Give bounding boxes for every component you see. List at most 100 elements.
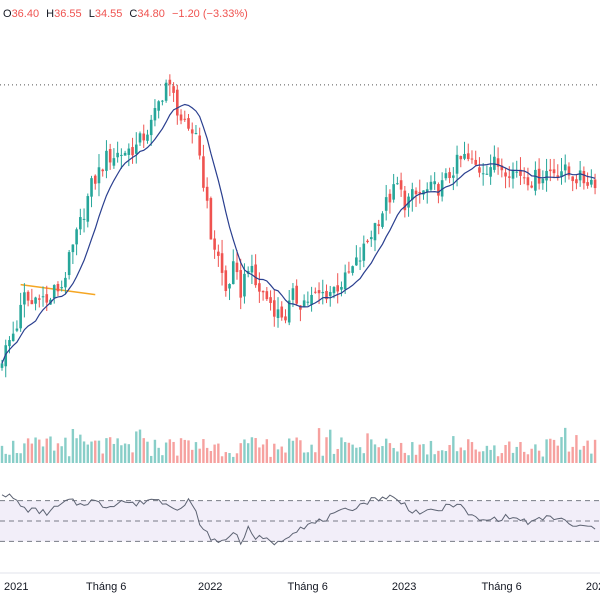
volume-bar [265,439,269,463]
volume-bar [213,444,216,463]
volume-bar [168,439,172,463]
volume-bar [161,455,164,463]
volume-bar [388,443,392,463]
volume-bar [377,447,380,463]
candle-body [179,114,183,121]
candle-body [593,179,597,189]
candle-body [403,190,407,211]
volume-bar [26,438,30,463]
candle-body [231,261,235,285]
volume-bar [384,438,388,463]
volume-bar [30,443,34,463]
volume-bar [135,431,138,463]
volume-bar [217,443,220,463]
volume-bar [332,453,336,463]
candle-body [396,183,399,185]
volume-bar [504,444,507,463]
candle-body [56,283,60,292]
candle-body [19,304,22,329]
volume-bar [116,438,119,463]
candle-body [299,305,302,310]
candle-body [496,158,500,167]
volume-bar [586,440,589,463]
volume-bar [0,445,4,463]
candle-body [26,291,30,301]
candle-body [448,172,451,179]
candle-body [287,300,291,323]
candle-body [157,101,160,111]
candle-body [209,198,213,240]
candle-body [545,170,548,181]
volume-bar [71,428,75,463]
volume-bar [373,444,377,463]
candle-body [239,270,243,298]
x-tick-label: Tháng 6 [287,581,327,593]
ohlc-legend: O36.40 H36.55 L34.55 C34.80 −1.20 (−3.33… [3,8,248,20]
volume-bar [523,451,526,463]
volume-bar [496,456,500,463]
volume-bar [105,438,108,463]
candle-body [112,158,116,166]
candle-body [82,218,86,220]
candle-body [291,288,295,300]
ohlc-high-key: H [46,8,54,20]
volume-bar [556,445,559,463]
candle-body [164,82,168,101]
candle-body [134,144,138,154]
candle-body [205,186,209,201]
x-tick-label: Tháng 6 [86,581,126,593]
volume-bar [582,445,586,463]
volume-bar [64,437,67,463]
candle-body [537,168,541,184]
candle-body [590,179,593,185]
volume-bar [183,439,186,463]
volume-bar [444,451,448,463]
rsi-line [1,493,596,546]
volume-bar [209,451,213,463]
volume-bar [176,455,179,463]
volume-bar [295,437,298,463]
volume-bar [537,450,541,463]
candle-body [358,260,362,262]
volume-bar [452,436,455,463]
candle-body [198,135,201,156]
volume-bar [571,446,574,463]
volume-bar [306,452,310,463]
volume-bar [53,450,56,463]
volume-bar [407,455,410,463]
candle-body [269,297,272,303]
candle-body [90,178,93,197]
x-tick-label: 2024 [586,581,600,593]
ohlc-change-value: −1.20 (−3.33%) [172,8,248,20]
volume-bar [288,438,291,463]
candle-body [377,224,381,226]
volume-bar [392,447,395,463]
candle-body [556,175,560,177]
candle-body [146,134,149,141]
candle-body [504,172,507,177]
volume-bar [23,443,26,463]
volume-bar [194,442,198,463]
candle-body [328,291,332,297]
candle-body [481,173,485,175]
candle-body [302,300,306,308]
candle-body [23,292,26,305]
volume-bar [235,453,239,463]
ohlc-close-value: 34.80 [137,8,165,20]
volume-bar [489,449,492,463]
candles-group [0,74,597,378]
candle-body [71,244,75,253]
candle-body [235,262,239,273]
candle-body [149,119,153,136]
volume-bar [455,451,459,463]
volume-bar [273,443,276,463]
candle-body [127,148,131,155]
candle-body [187,118,190,129]
candle-body [131,147,134,156]
candle-body [168,79,172,85]
volume-bar [481,451,485,463]
candle-body [41,296,45,298]
volume-bar [381,446,384,463]
volume-bar [302,452,306,463]
